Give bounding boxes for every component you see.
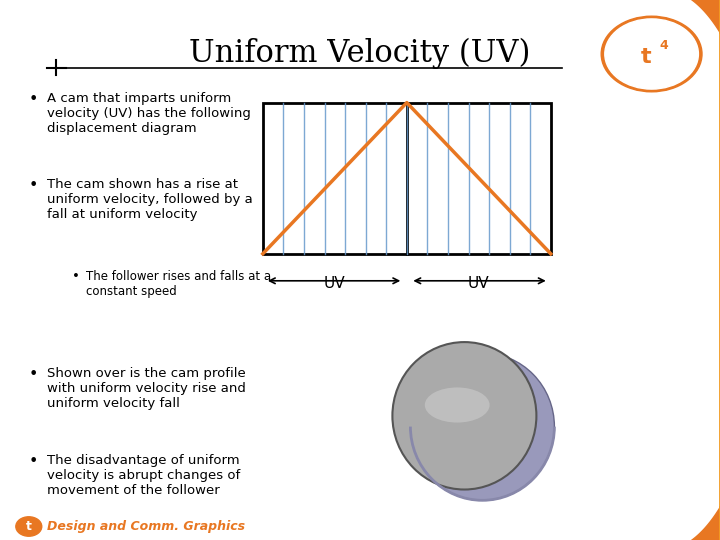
Text: UV: UV <box>324 276 346 291</box>
Text: A cam that imparts uniform
velocity (UV) has the following
displacement diagram: A cam that imparts uniform velocity (UV)… <box>47 92 251 135</box>
Bar <box>263 103 551 254</box>
Ellipse shape <box>425 388 490 422</box>
Text: t: t <box>642 46 652 67</box>
Text: The follower rises and falls at a
constant speed: The follower rises and falls at a consta… <box>86 270 271 298</box>
Text: Shown over is the cam profile
with uniform velocity rise and
uniform velocity fa: Shown over is the cam profile with unifo… <box>47 367 246 410</box>
Ellipse shape <box>392 342 536 489</box>
Text: Uniform Velocity (UV): Uniform Velocity (UV) <box>189 38 531 69</box>
Text: Design and Comm. Graphics: Design and Comm. Graphics <box>47 520 245 533</box>
Circle shape <box>605 19 698 89</box>
Text: •: • <box>72 270 80 283</box>
Text: •: • <box>29 92 38 107</box>
Text: The cam shown has a rise at
uniform velocity, followed by a
fall at uniform velo: The cam shown has a rise at uniform velo… <box>47 178 253 221</box>
Text: UV: UV <box>468 276 490 291</box>
Text: •: • <box>29 454 38 469</box>
Circle shape <box>16 517 42 536</box>
Ellipse shape <box>410 353 554 500</box>
Text: t: t <box>26 520 32 533</box>
Text: •: • <box>29 367 38 382</box>
Circle shape <box>601 16 702 92</box>
Text: The disadvantage of uniform
velocity is abrupt changes of
movement of the follow: The disadvantage of uniform velocity is … <box>47 454 240 497</box>
Text: •: • <box>29 178 38 193</box>
Text: 4: 4 <box>660 39 668 52</box>
